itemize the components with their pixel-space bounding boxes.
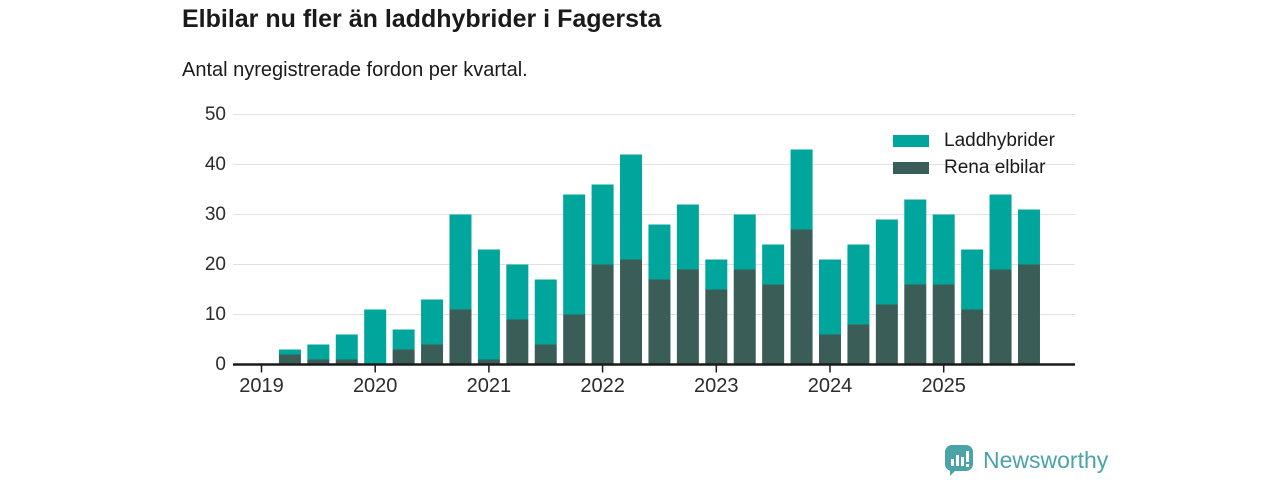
x-axis-tick-label-2024: 2024 <box>808 375 853 397</box>
x-axis-tick-label-2023: 2023 <box>694 375 739 397</box>
bar-2021-Q2-rena-elbilar <box>506 319 529 365</box>
bar-2020-Q2-laddhybrider <box>392 329 415 350</box>
bar-2023-Q1-laddhybrider <box>705 259 728 290</box>
chart-title: Elbilar nu fler än laddhybrider i Fagers… <box>182 5 662 33</box>
chart-subtitle: Antal nyregistrerade fordon per kvartal. <box>182 59 528 81</box>
bar-2020-Q3-laddhybrider <box>421 299 444 345</box>
logo-bar-3 <box>961 457 964 466</box>
newsworthy-logo-text: Newsworthy <box>983 446 1109 473</box>
y-axis-tick-label-10: 10 <box>205 304 226 325</box>
y-axis-tick-label-30: 30 <box>205 204 226 225</box>
bar-2019-Q4-laddhybrider <box>335 334 358 360</box>
bar-2025-Q4-rena-elbilar <box>1017 264 1040 365</box>
bar-2020-Q3-rena-elbilar <box>421 344 444 365</box>
bar-2021-Q4-laddhybrider <box>563 194 586 315</box>
bar-2025-Q3-rena-elbilar <box>989 269 1012 365</box>
bar-2020-Q4-laddhybrider <box>449 214 472 310</box>
bar-2023-Q4-laddhybrider <box>790 149 813 230</box>
bar-2024-Q2-rena-elbilar <box>847 324 870 365</box>
legend-item-rena-elbilar: Rena elbilar <box>893 157 1055 179</box>
bar-2023-Q2-laddhybrider <box>733 214 756 270</box>
bar-2021-Q4-rena-elbilar <box>563 314 586 365</box>
bar-2021-Q1-laddhybrider <box>477 249 500 360</box>
newsworthy-logo[interactable]: Newsworthy <box>944 444 1108 476</box>
bar-2023-Q3-laddhybrider <box>762 244 785 285</box>
bar-2019-Q4-rena-elbilar <box>335 359 358 365</box>
bar-2020-Q4-rena-elbilar <box>449 309 472 365</box>
bar-2024-Q1-laddhybrider <box>819 259 841 335</box>
bar-2019-Q3-laddhybrider <box>307 344 330 360</box>
logo-bar-2 <box>956 455 959 466</box>
bar-2019-Q2-rena-elbilar <box>278 354 301 365</box>
x-axis-tick-label-2021: 2021 <box>467 375 512 397</box>
bar-2025-Q1-rena-elbilar <box>932 284 955 365</box>
bar-2025-Q4-laddhybrider <box>1017 209 1040 265</box>
bar-2023-Q2-rena-elbilar <box>733 269 756 365</box>
legend: Laddhybrider Rena elbilar <box>893 130 1055 179</box>
logo-exclamation-line <box>966 451 969 462</box>
legend-label-laddhybrider: Laddhybrider <box>944 130 1055 151</box>
bar-2025-Q1-laddhybrider <box>932 214 955 285</box>
bar-2020-Q1-laddhybrider <box>364 309 387 365</box>
y-axis-tick-label-40: 40 <box>205 154 226 175</box>
bar-2024-Q1-rena-elbilar <box>819 334 841 365</box>
bar-2023-Q1-rena-elbilar <box>705 289 728 365</box>
bar-2024-Q4-rena-elbilar <box>904 284 927 365</box>
legend-swatch-rena-elbilar <box>893 162 929 174</box>
bar-2020-Q2-rena-elbilar <box>392 349 415 365</box>
bar-2021-Q2-laddhybrider <box>506 264 529 320</box>
bar-2024-Q4-laddhybrider <box>904 199 927 285</box>
bar-2021-Q3-rena-elbilar <box>534 344 557 365</box>
bar-2023-Q3-rena-elbilar <box>762 284 785 365</box>
bar-2019-Q3-rena-elbilar <box>307 359 330 365</box>
logo-bar-1 <box>951 459 954 466</box>
bar-2022-Q4-rena-elbilar <box>676 269 699 365</box>
bar-2022-Q3-laddhybrider <box>648 224 671 280</box>
bar-2023-Q4-rena-elbilar <box>790 229 813 365</box>
bar-2025-Q2-laddhybrider <box>961 249 984 310</box>
x-axis-tick-label-2025: 2025 <box>921 375 966 397</box>
bar-2022-Q4-laddhybrider <box>676 204 699 270</box>
y-axis-tick-label-50: 50 <box>205 104 226 125</box>
x-axis-tick-label-2019: 2019 <box>239 375 284 397</box>
bar-2024-Q2-laddhybrider <box>847 244 870 325</box>
y-axis-tick-label-0: 0 <box>215 354 226 375</box>
bar-2019-Q2-laddhybrider <box>278 349 301 355</box>
bar-2025-Q2-rena-elbilar <box>961 309 984 365</box>
bar-2024-Q3-rena-elbilar <box>875 304 898 365</box>
y-axis-tick-label-20: 20 <box>205 254 226 275</box>
bar-2022-Q2-rena-elbilar <box>620 259 643 365</box>
bar-2021-Q1-rena-elbilar <box>477 359 500 365</box>
x-axis-tick-label-2022: 2022 <box>580 375 625 397</box>
bar-2021-Q3-laddhybrider <box>534 279 557 345</box>
logo-exclamation-dot <box>966 464 969 467</box>
newsworthy-logo-icon <box>945 445 973 476</box>
bar-2025-Q3-laddhybrider <box>989 194 1012 270</box>
legend-swatch-laddhybrider <box>893 135 929 147</box>
legend-item-laddhybrider: Laddhybrider <box>893 130 1055 152</box>
bar-2022-Q1-rena-elbilar <box>591 264 614 365</box>
legend-label-rena-elbilar: Rena elbilar <box>944 157 1046 178</box>
bar-2022-Q2-laddhybrider <box>620 154 643 260</box>
bar-2022-Q3-rena-elbilar <box>648 279 671 365</box>
bar-2022-Q1-laddhybrider <box>591 184 614 265</box>
x-axis-tick-label-2020: 2020 <box>353 375 398 397</box>
bar-2024-Q3-laddhybrider <box>875 219 898 305</box>
